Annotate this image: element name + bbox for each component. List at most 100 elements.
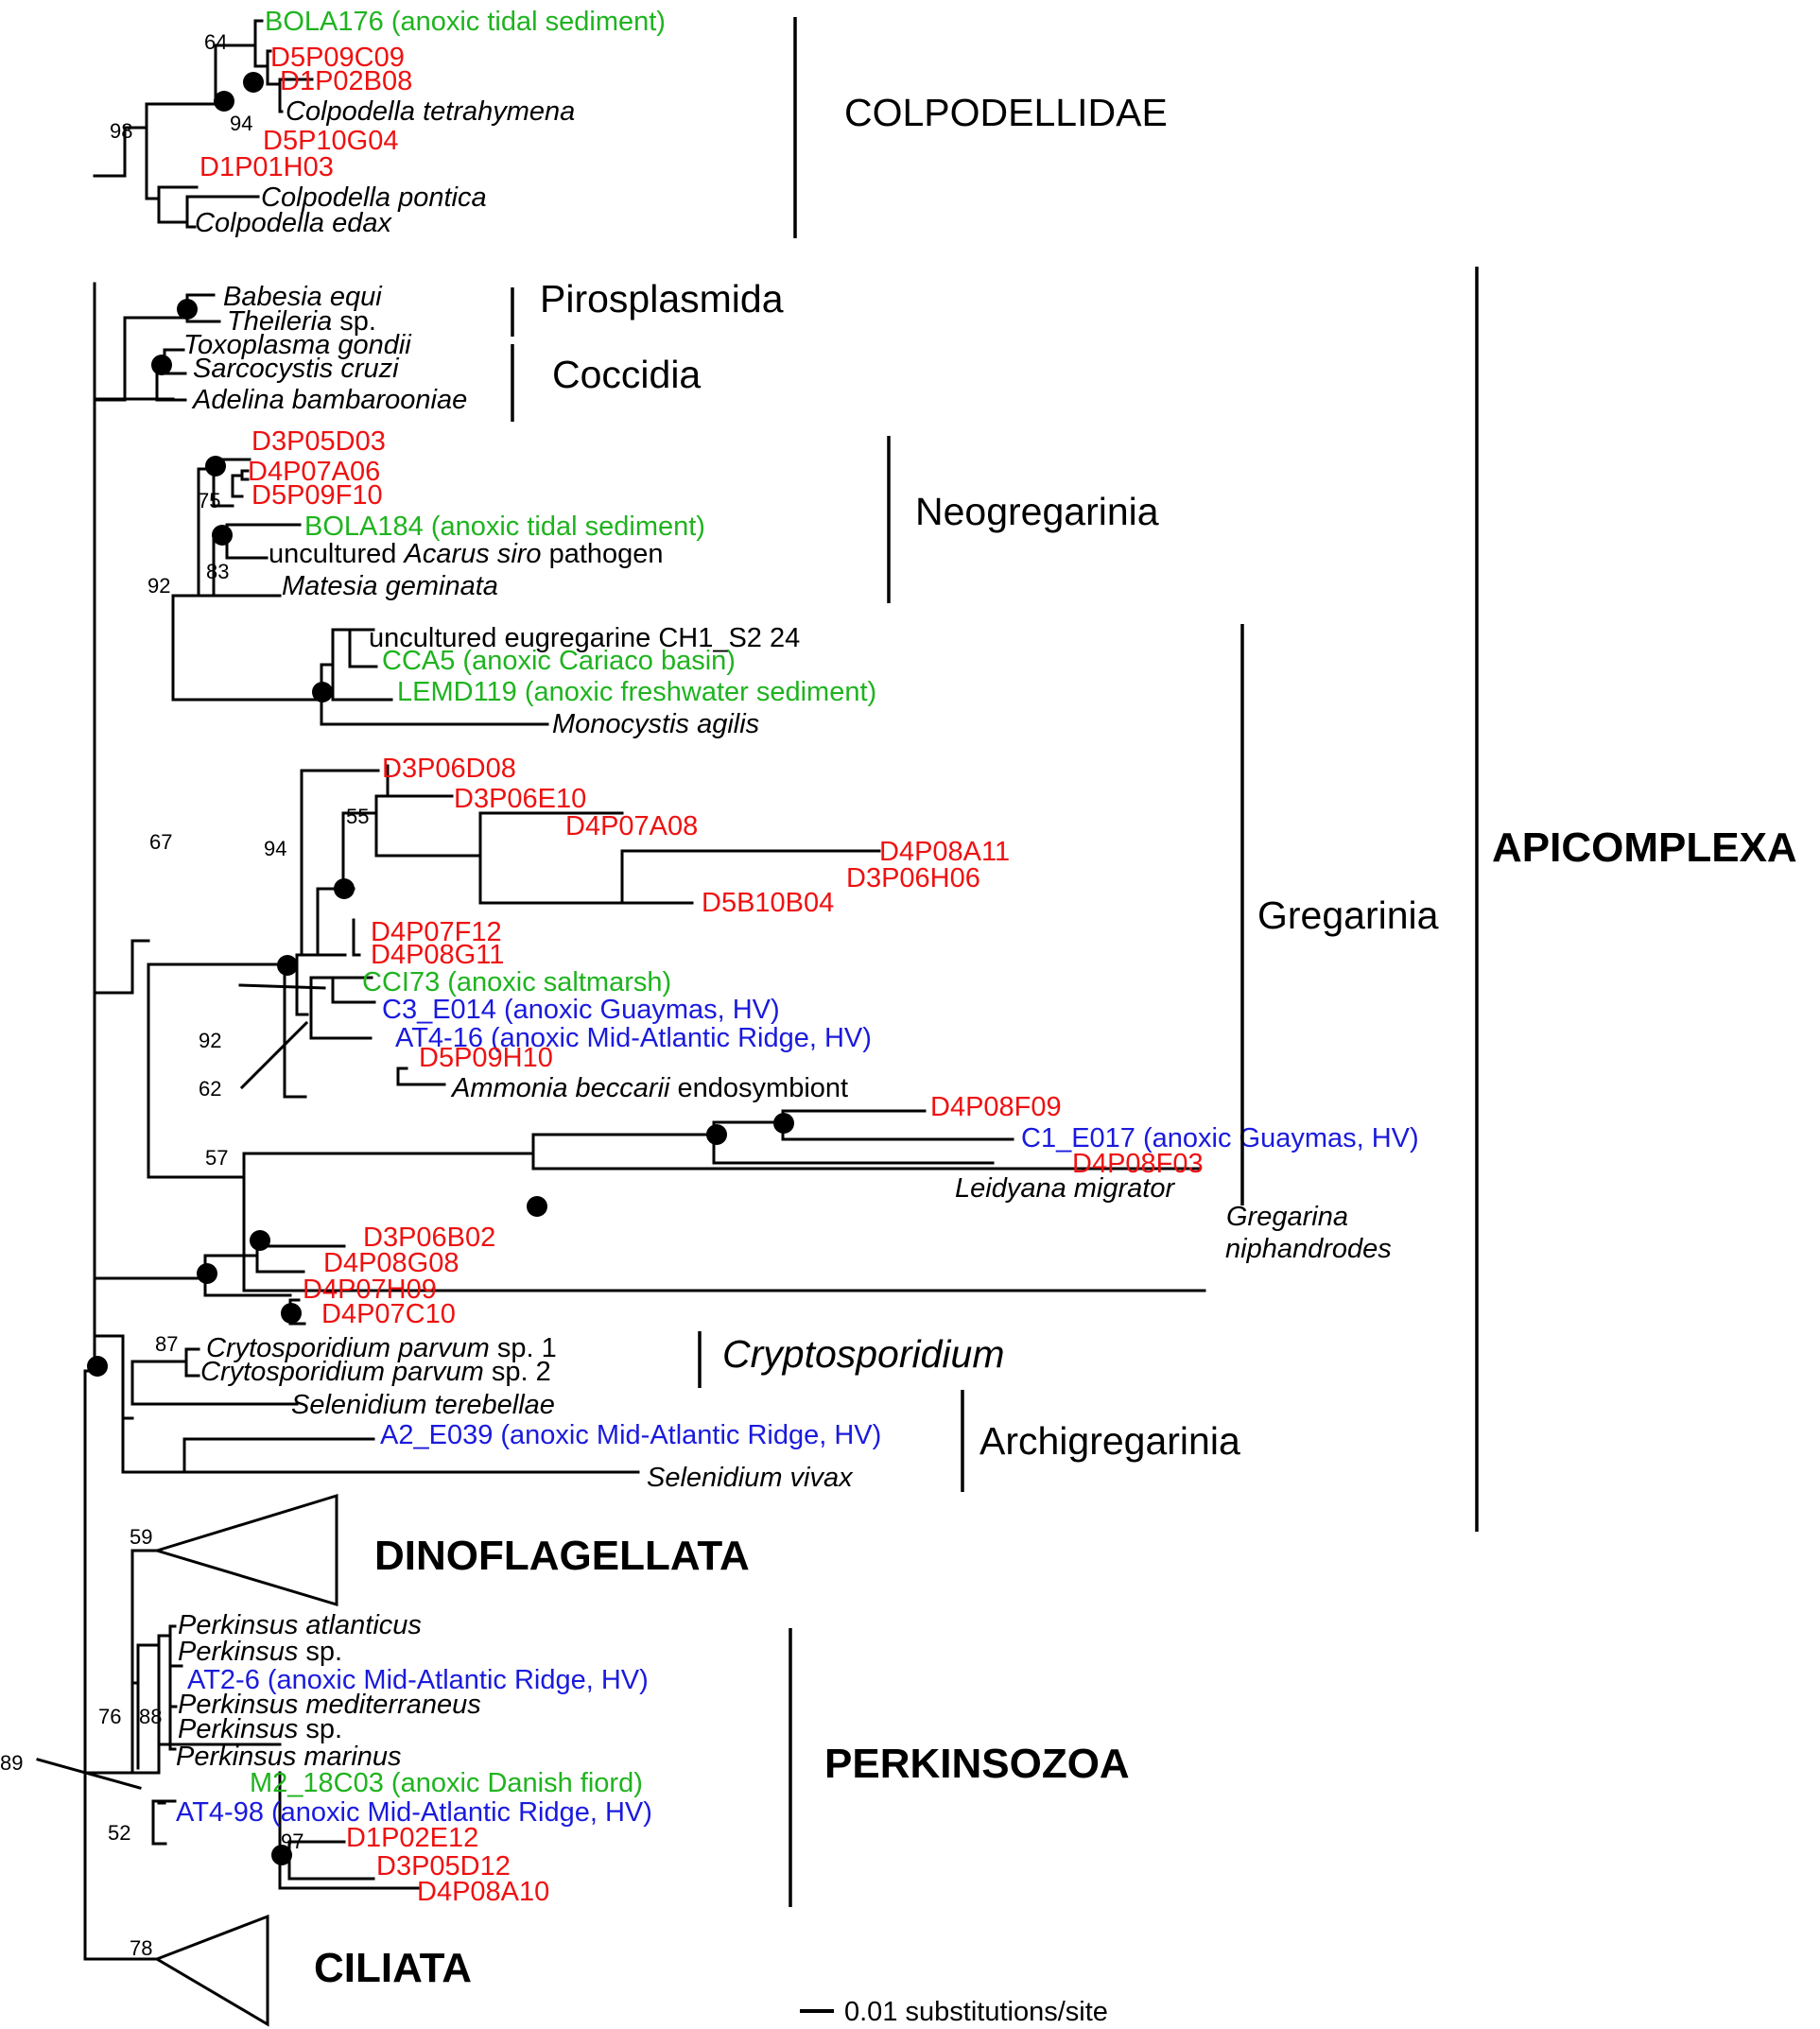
leaf-label-part: sp. 2 [484, 1357, 551, 1387]
leaf-label-perk-atl: Perkinsus atlanticus [178, 1610, 422, 1640]
support-node-marker [271, 1845, 292, 1865]
support-node-marker [281, 1303, 302, 1324]
leaf-label-at26: AT2-6 (anoxic Mid-Atlantic Ridge, HV) [187, 1665, 649, 1695]
support-node-marker [706, 1124, 727, 1145]
bootstrap-value: 97 [281, 1830, 303, 1853]
leaf-label-part: LEMD119 (anoxic freshwater sediment) [397, 677, 876, 707]
leaf-label-crypto1: Crytosporidium parvum sp. 1 [206, 1333, 557, 1363]
leaf-label-d5p10g04: D5P10G04 [263, 126, 399, 156]
bootstrap-value: 94 [230, 112, 252, 135]
leaf-label-part: D4P08A11 [879, 837, 1010, 867]
bootstrap-value: 89 [0, 1751, 23, 1775]
leaf-label-selen-ter: Selenidium terebellae [291, 1390, 555, 1420]
leaf-label-part: Sarcocystis cruzi [193, 354, 400, 384]
bootstrap-value: 75 [198, 489, 220, 512]
leaf-label-d4p07c10: D4P07C10 [321, 1299, 456, 1329]
leaf-label-c3e014: C3_E014 (anoxic Guaymas, HV) [382, 995, 780, 1025]
support-node-marker [250, 1230, 270, 1251]
leaf-label-gregarina1: Gregarina [1226, 1202, 1348, 1232]
leaf-label-d5b10b04: D5B10B04 [702, 888, 834, 918]
leaf-label-a2e039: A2_E039 (anoxic Mid-Atlantic Ridge, HV) [380, 1420, 881, 1450]
leaf-label-part: endosymbiont [669, 1073, 848, 1103]
leaf-label-part: sp. [298, 1714, 342, 1744]
leaf-label-d4p07f12: D4P07F12 [371, 917, 502, 947]
bootstrap-value: 94 [264, 837, 286, 860]
bootstrap-value: 88 [139, 1705, 162, 1728]
leaf-label-ch1s2: uncultured eugregarine CH1_S2 24 [369, 623, 800, 653]
leaf-label-leidyana: Leidyana migrator [955, 1173, 1175, 1204]
group-label-cryptosporidium: Cryptosporidium [722, 1332, 1005, 1376]
tree-branches [36, 19, 1206, 2027]
leaf-label-part: D3P05D03 [251, 426, 386, 457]
leaf-label-part: Perkinsus [178, 1637, 298, 1667]
leaf-label-part: niphandrodes [1225, 1234, 1392, 1264]
support-node-marker [334, 878, 355, 899]
leaf-label-d5p09h10: D5P09H10 [419, 1043, 553, 1073]
bootstrap-value: 98 [110, 119, 132, 143]
group-label-apicomplexa: APICOMPLEXA [1492, 824, 1797, 871]
bootstrap-value: 57 [205, 1146, 228, 1170]
leaf-label-bola176: BOLA176 (anoxic tidal sediment) [265, 7, 666, 37]
leaf-label-part: D3P06E10 [454, 784, 586, 814]
leaf-label-d4p07h09: D4P07H09 [303, 1275, 437, 1305]
leaf-label-crypto2: Crytosporidium parvum sp. 2 [200, 1357, 551, 1387]
leaf-label-part: Toxoplasma gondii [183, 330, 412, 360]
leaf-label-part: Perkinsus marinus [176, 1742, 402, 1772]
leaf-label-part: D4P07H09 [303, 1275, 437, 1305]
leaf-label-theileria: Theileria sp. [227, 306, 376, 337]
leaf-label-part: Crytosporidium parvum [200, 1357, 484, 1387]
leaf-label-part: Colpodella pontica [261, 182, 487, 213]
leaf-label-part: D5P09C09 [270, 43, 405, 73]
bootstrap-callout-line [239, 1020, 309, 1090]
scale-bar-label: 0.01 substitutions/site [844, 1997, 1108, 2027]
leaf-label-part: Theileria [227, 306, 332, 337]
leaf-label-part: uncultured [269, 539, 405, 569]
leaf-label-part: Gregarina [1226, 1202, 1348, 1232]
leaf-label-part: D4P08F09 [930, 1092, 1062, 1122]
leaf-label-d4p08f09: D4P08F09 [930, 1092, 1062, 1122]
leaf-label-d3p05d03: D3P05D03 [251, 426, 386, 457]
leaf-label-d3p06e10: D3P06E10 [454, 784, 586, 814]
leaf-label-colp-edax: Colpodella edax [195, 208, 392, 238]
support-node-marker [243, 72, 264, 93]
leaf-label-part: D5P09H10 [419, 1043, 553, 1073]
leaf-label-d5p09f10: D5P09F10 [251, 480, 383, 511]
leaf-label-part: Colpodella tetrahymena [286, 96, 575, 127]
bootstrap-value: 92 [199, 1029, 221, 1052]
group-label-gregarinia: Gregarinia [1257, 893, 1439, 937]
leaf-label-part: sp. 1 [490, 1333, 557, 1363]
leaf-label-part: CCA5 (anoxic Cariaco basin) [382, 646, 736, 676]
group-label-coccidia: Coccidia [552, 353, 701, 396]
leaf-label-part: D1P02E12 [346, 1823, 478, 1853]
bootstrap-value: 64 [204, 30, 227, 54]
leaf-label-part: sp. [298, 1637, 342, 1667]
leaf-label-part: Matesia geminata [282, 571, 498, 601]
leaf-label-part: Colpodella edax [195, 208, 392, 238]
leaf-labels: BOLA176 (anoxic tidal sediment) D5P09C09 D… [176, 7, 1419, 1907]
group-label-ciliata: CILIATA [314, 1945, 472, 1991]
leaf-label-perk-sp2: Perkinsus sp. [178, 1714, 342, 1744]
group-label-pirosplasmida: Pirosplasmida [540, 277, 784, 321]
leaf-label-part: D5P10G04 [263, 126, 399, 156]
bootstrap-value: 87 [155, 1332, 178, 1356]
leaf-label-part: D3P06H06 [846, 863, 980, 893]
leaf-label-acarus: uncultured Acarus siro pathogen [269, 539, 664, 569]
bootstrap-value: 67 [149, 830, 172, 854]
leaf-label-part: Leidyana migrator [955, 1173, 1175, 1204]
scale-bar: 0.01 substitutions/site [800, 1997, 1108, 2027]
bootstrap-callout-line [36, 1758, 142, 1790]
leaf-label-ammonia: Ammonia beccarii endosymbiont [450, 1073, 848, 1103]
leaf-label-part: CCI73 (anoxic saltmarsh) [362, 967, 671, 997]
leaf-label-part: Babesia equi [223, 282, 383, 312]
leaf-label-part: Ammonia beccarii [450, 1073, 671, 1103]
leaf-label-d3p06b02: D3P06B02 [363, 1223, 495, 1253]
bootstrap-value: 59 [130, 1525, 152, 1549]
leaf-label-c1e017: C1_E017 (anoxic Guaymas, HV) [1021, 1123, 1419, 1153]
leaf-label-part: AT4-16 (anoxic Mid-Atlantic Ridge, HV) [395, 1023, 872, 1053]
leaf-label-m218c03: M2_18C03 (anoxic Danish fiord) [250, 1768, 643, 1798]
support-node-marker [277, 955, 298, 976]
bootstrap-value: 83 [206, 560, 229, 583]
support-node-marker [214, 91, 234, 112]
dinoflagellata-collapsed-clade [151, 1493, 338, 1607]
